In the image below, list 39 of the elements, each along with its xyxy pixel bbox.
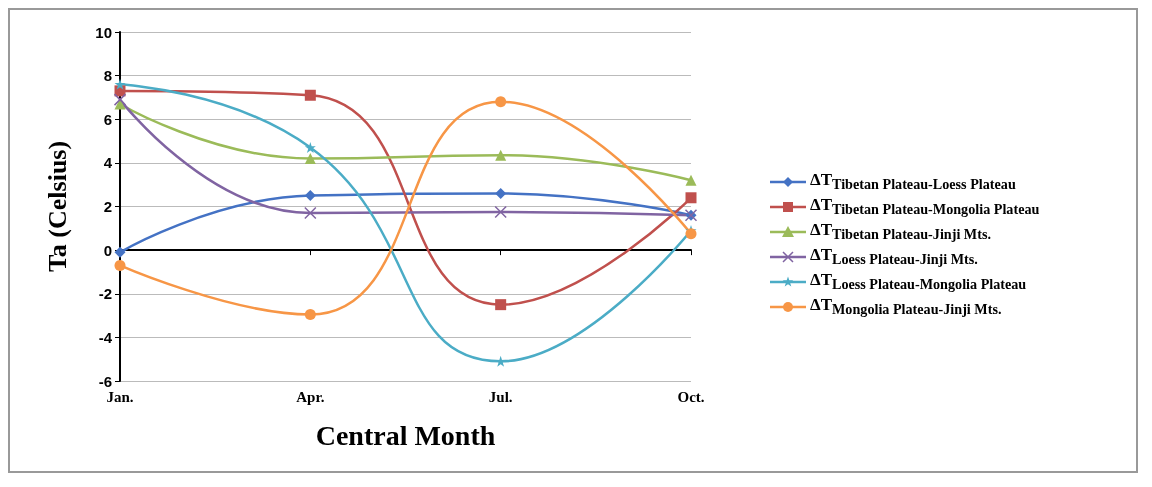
point <box>685 228 697 240</box>
x-tick-label: Jul. <box>488 388 513 405</box>
y-tick-label: -6 <box>98 372 112 390</box>
legend-label: ΔT$_{Loess Plateau-Mongolia Plateau}$ <box>810 270 1027 294</box>
point <box>304 206 317 220</box>
point <box>304 89 316 101</box>
point <box>114 78 126 90</box>
y-tick-label: 6 <box>103 110 112 128</box>
point <box>495 149 507 161</box>
point <box>114 246 126 258</box>
point <box>114 259 126 271</box>
point <box>494 205 507 219</box>
legend-label: ΔT$_{Loess Plateau-Jinji Mts.}$ <box>810 245 978 269</box>
x-tick-label: Apr. <box>296 388 325 405</box>
point <box>113 93 127 106</box>
legend-label: ΔT$_{Mongolia Plateau-Jinji Mts.}$ <box>810 295 1002 319</box>
y-tick-label: 4 <box>103 154 113 172</box>
y-tick-label: 2 <box>103 198 112 215</box>
legend-label: ΔT$_{Tibetan Plateau-Loess Plateau}$ <box>810 170 1016 194</box>
y-tick-label: 10 <box>95 23 112 41</box>
point <box>304 190 316 202</box>
y-tick-label: -4 <box>98 328 113 346</box>
point <box>495 187 507 199</box>
point <box>304 153 316 165</box>
y-tick-label: -2 <box>98 285 112 303</box>
point <box>304 142 316 154</box>
y-tick-label: 8 <box>103 67 112 85</box>
point <box>685 174 697 186</box>
legend-label: ΔT$_{Tibetan Plateau-Jinji Mts.}$ <box>810 220 991 244</box>
point <box>495 96 507 108</box>
x-tick-label: Oct. <box>677 388 705 405</box>
legend-label: ΔT$_{Tibetan Plateau-Mongolia Plateau}$ <box>810 195 1040 219</box>
y-axis-title: Ta (Celsius) <box>42 140 72 273</box>
point <box>495 299 507 311</box>
point <box>685 192 697 204</box>
point <box>304 308 316 320</box>
x-axis-title: Central Month <box>315 419 496 451</box>
y-tick-label: 0 <box>103 241 112 259</box>
x-tick-label: Jan. <box>106 388 134 405</box>
